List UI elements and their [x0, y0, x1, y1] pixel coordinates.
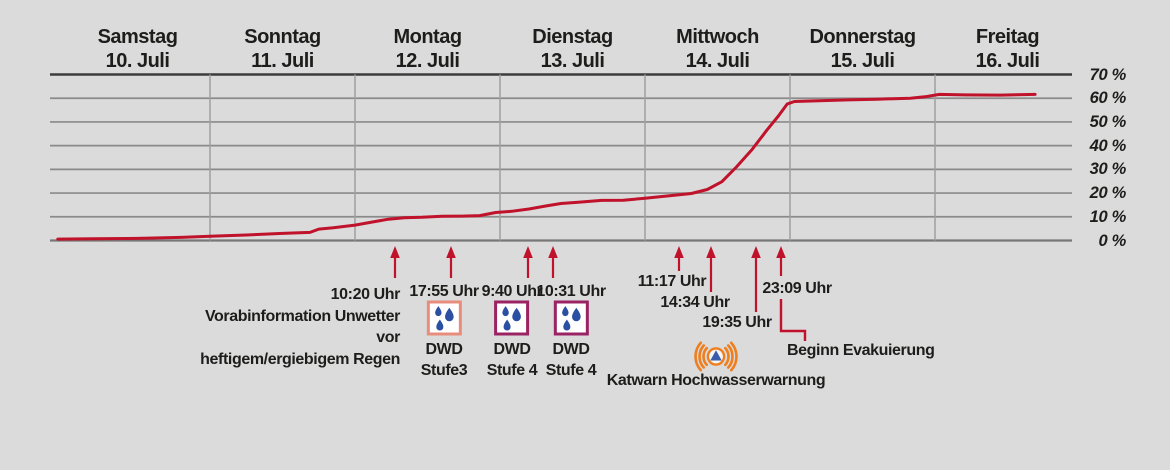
day-date: 13. Juli: [540, 50, 605, 72]
day-name: Donnerstag: [809, 26, 916, 48]
dwd-warning-label: DWD Stufe3: [409, 339, 478, 381]
y-axis-tick-label: 50 %: [1089, 112, 1127, 131]
katwarn-triangle-icon: [710, 350, 722, 361]
event-time-label: 9:40 Uhr: [481, 283, 543, 300]
day-date: 16. Juli: [975, 50, 1040, 72]
dwd-warning-label-line: Stufe 4: [486, 362, 538, 379]
dwd-rain-warning-icon: [426, 300, 462, 336]
event-dwd-stufe-4-b: 10:31 Uhr DWD Stufe 4: [536, 283, 606, 381]
y-axis-tick-label: 20 %: [1089, 184, 1127, 203]
x-axis-day-label-sonntag: Sonntag 11. Juli: [244, 25, 321, 73]
katwarn-signal-arcs: [694, 341, 738, 372]
event-time-label-warnung-14-34: 14:34 Uhr: [660, 294, 730, 311]
event-arrow-head: [390, 246, 400, 258]
event-text-line: Vorabinformation Unwetter: [204, 307, 400, 325]
x-axis-day-label-montag: Montag 12. Juli: [393, 25, 462, 73]
event-dwd-stufe-3: 17:55 Uhr DWD Stufe3: [409, 283, 479, 381]
day-date: 11. Juli: [251, 50, 314, 72]
dwd-rain-warning-icon: [494, 300, 530, 336]
day-name: Freitag: [975, 26, 1040, 48]
event-time-label-beginn-evakuierung: 23:09 Uhr: [762, 280, 832, 297]
event-time-label-warnung-11-17: 11:17 Uhr: [637, 273, 707, 290]
event-text-line: heftigem/ergiebigem Regen: [200, 350, 400, 368]
dwd-warning-label-line: DWD: [425, 341, 463, 358]
katwarn-label: Katwarn Hochwasserwarnung: [606, 372, 826, 389]
event-arrow-head: [548, 246, 558, 258]
day-name: Sonntag: [244, 26, 321, 48]
y-axis-tick-label: 0 %: [1098, 231, 1126, 250]
event-connector-line: [779, 299, 807, 341]
event-arrow-head: [523, 246, 533, 258]
day-date: 10. Juli: [105, 50, 170, 72]
day-name: Samstag: [97, 26, 178, 48]
event-time-label: 10:20 Uhr: [330, 286, 401, 303]
y-axis-tick-label: 10 %: [1089, 207, 1127, 226]
y-axis-tick-label: 70 %: [1089, 65, 1127, 84]
dwd-warning-label-line: DWD: [552, 341, 590, 358]
event-time-label-warnung-19-35: 19:35 Uhr: [702, 314, 772, 331]
dwd-warning-label: DWD Stufe 4: [536, 339, 605, 381]
x-axis-day-label-donnerstag: Donnerstag 15. Juli: [809, 25, 916, 73]
day-date: 14. Juli: [685, 50, 750, 72]
dwd-warning-label-line: Stufe 4: [545, 362, 597, 379]
event-arrow-head: [751, 246, 761, 258]
event-vorabinformation-unwetter: 10:20 Uhr Vorabinformation Unwetter vor hef…: [200, 284, 400, 370]
event-arrow-head: [674, 246, 684, 258]
data-line: [56, 92, 1037, 241]
event-arrow-head: [776, 246, 786, 258]
day-name: Mittwoch: [676, 26, 759, 48]
x-axis-day-label-dienstag: Dienstag 13. Juli: [532, 25, 613, 73]
day-name: Montag: [393, 26, 462, 48]
event-time-label: 10:31 Uhr: [536, 283, 606, 300]
event-arrow-head: [446, 246, 456, 258]
x-axis-day-label-mittwoch: Mittwoch 14. Juli: [676, 25, 759, 73]
event-time-label: 17:55 Uhr: [409, 283, 479, 300]
event-text-line: vor: [376, 329, 400, 346]
dwd-warning-label-line: Stufe3: [420, 362, 468, 379]
event-arrow-head: [706, 246, 716, 258]
day-date: 12. Juli: [395, 50, 460, 72]
katwarn-icon: [688, 341, 744, 377]
y-axis-tick-label: 60 %: [1089, 89, 1127, 108]
event-dwd-stufe-4-a: 9:40 Uhr DWD Stufe 4: [482, 284, 543, 381]
x-axis-day-label-samstag: Samstag 10. Juli: [98, 25, 178, 73]
x-axis-day-label-freitag: Freitag 16. Juli: [976, 25, 1040, 73]
day-date: 15. Juli: [830, 50, 895, 72]
y-axis-tick-label: 40 %: [1089, 136, 1127, 155]
evacuation-label: Beginn Evakuierung: [787, 342, 935, 359]
day-name: Dienstag: [532, 26, 613, 48]
dwd-warning-label-line: DWD: [493, 341, 531, 358]
dwd-rain-warning-icon: [553, 300, 589, 336]
y-axis-tick-label: 30 %: [1089, 160, 1127, 179]
dwd-warning-label: DWD Stufe 4: [482, 339, 543, 381]
